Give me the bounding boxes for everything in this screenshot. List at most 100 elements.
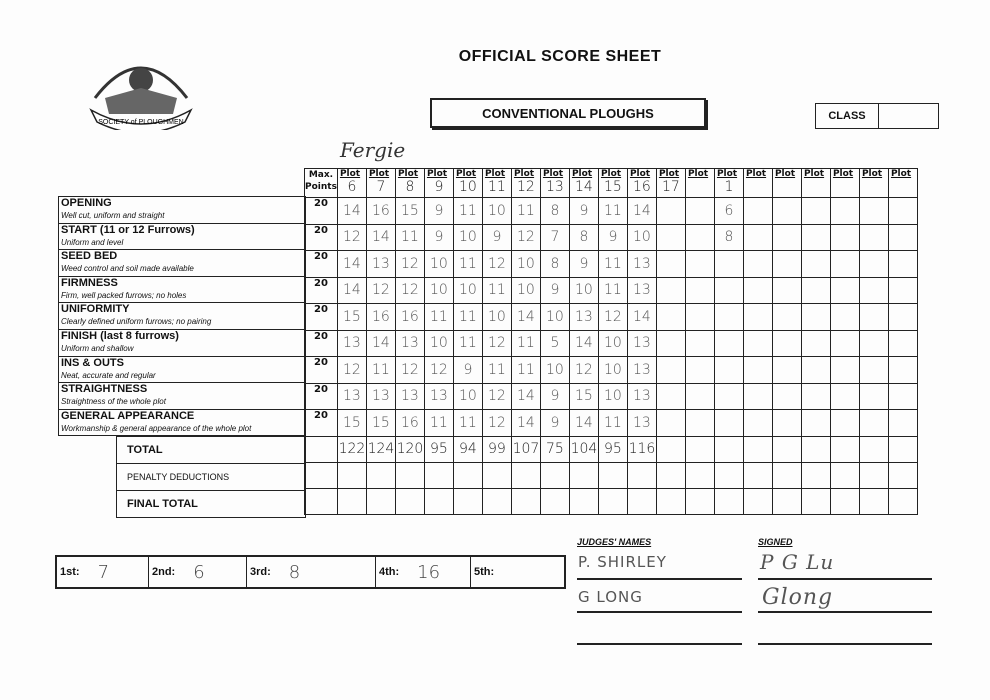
- summary-cell[interactable]: [568, 487, 599, 515]
- score-cell[interactable]: [684, 276, 715, 304]
- summary-cell[interactable]: [858, 487, 889, 515]
- score-cell[interactable]: [713, 329, 744, 357]
- score-cell[interactable]: 11: [423, 303, 454, 331]
- score-cell[interactable]: [858, 223, 889, 251]
- score-cell[interactable]: 11: [423, 409, 454, 437]
- summary-cell[interactable]: [684, 461, 715, 489]
- score-cell[interactable]: [684, 382, 715, 410]
- score-cell[interactable]: 8: [539, 250, 570, 278]
- place-value[interactable]: 8: [288, 561, 301, 583]
- summary-cell[interactable]: [423, 487, 454, 515]
- score-cell[interactable]: 11: [510, 197, 541, 225]
- score-cell[interactable]: 12: [481, 382, 512, 410]
- score-cell[interactable]: [713, 382, 744, 410]
- summary-cell[interactable]: 104: [568, 435, 599, 463]
- score-cell[interactable]: [800, 197, 831, 225]
- score-cell[interactable]: 11: [481, 276, 512, 304]
- summary-cell[interactable]: [394, 461, 425, 489]
- place-value[interactable]: 6: [193, 561, 205, 583]
- summary-cell[interactable]: [800, 461, 831, 489]
- score-cell[interactable]: 15: [568, 382, 599, 410]
- place-4[interactable]: 4th: 16: [376, 557, 471, 587]
- summary-cell[interactable]: [626, 461, 657, 489]
- score-cell[interactable]: 15: [336, 409, 367, 437]
- summary-cell[interactable]: [452, 461, 483, 489]
- score-cell[interactable]: 9: [568, 250, 599, 278]
- score-cell[interactable]: 9: [481, 223, 512, 251]
- summary-cell[interactable]: [713, 461, 744, 489]
- score-cell[interactable]: [742, 382, 773, 410]
- score-cell[interactable]: [800, 223, 831, 251]
- score-cell[interactable]: 11: [452, 329, 483, 357]
- score-cell[interactable]: [684, 329, 715, 357]
- score-cell[interactable]: [858, 382, 889, 410]
- score-cell[interactable]: 10: [452, 382, 483, 410]
- summary-cell[interactable]: [858, 435, 889, 463]
- score-cell[interactable]: 10: [510, 250, 541, 278]
- score-cell[interactable]: 15: [365, 409, 396, 437]
- score-cell[interactable]: 10: [452, 276, 483, 304]
- score-cell[interactable]: [858, 197, 889, 225]
- judge-name-2[interactable]: G LONG: [578, 588, 643, 606]
- score-cell[interactable]: [771, 250, 802, 278]
- score-cell[interactable]: 13: [365, 382, 396, 410]
- summary-cell[interactable]: [887, 461, 918, 489]
- score-cell[interactable]: [800, 303, 831, 331]
- score-cell[interactable]: 9: [452, 356, 483, 384]
- score-cell[interactable]: 13: [626, 409, 657, 437]
- score-cell[interactable]: [684, 223, 715, 251]
- score-cell[interactable]: 10: [481, 197, 512, 225]
- score-cell[interactable]: [713, 250, 744, 278]
- judge-name-1[interactable]: P. SHIRLEY: [578, 553, 667, 571]
- summary-cell[interactable]: [742, 435, 773, 463]
- score-cell[interactable]: [771, 409, 802, 437]
- summary-cell[interactable]: [510, 461, 541, 489]
- score-cell[interactable]: [742, 250, 773, 278]
- score-cell[interactable]: [771, 329, 802, 357]
- summary-cell[interactable]: [336, 461, 367, 489]
- score-cell[interactable]: 12: [365, 276, 396, 304]
- score-cell[interactable]: [771, 382, 802, 410]
- summary-cell[interactable]: [684, 435, 715, 463]
- score-cell[interactable]: [829, 197, 860, 225]
- score-cell[interactable]: 13: [394, 382, 425, 410]
- score-cell[interactable]: [655, 382, 686, 410]
- score-cell[interactable]: 12: [510, 223, 541, 251]
- score-cell[interactable]: 11: [597, 409, 628, 437]
- score-cell[interactable]: 13: [626, 329, 657, 357]
- summary-cell[interactable]: 94: [452, 435, 483, 463]
- score-cell[interactable]: 9: [423, 197, 454, 225]
- judge-signature-1[interactable]: P G Lu: [760, 550, 835, 574]
- score-cell[interactable]: 6: [713, 197, 744, 225]
- score-cell[interactable]: [858, 250, 889, 278]
- score-cell[interactable]: 10: [452, 223, 483, 251]
- score-cell[interactable]: [742, 409, 773, 437]
- score-cell[interactable]: 10: [423, 329, 454, 357]
- summary-cell[interactable]: 116: [626, 435, 657, 463]
- score-cell[interactable]: [800, 276, 831, 304]
- score-cell[interactable]: [858, 329, 889, 357]
- score-cell[interactable]: [742, 329, 773, 357]
- score-cell[interactable]: 11: [510, 356, 541, 384]
- summary-cell[interactable]: [887, 487, 918, 515]
- score-cell[interactable]: 12: [597, 303, 628, 331]
- score-cell[interactable]: 11: [452, 250, 483, 278]
- score-cell[interactable]: [655, 329, 686, 357]
- summary-cell[interactable]: [742, 461, 773, 489]
- summary-cell[interactable]: [452, 487, 483, 515]
- score-cell[interactable]: 10: [597, 382, 628, 410]
- score-cell[interactable]: [800, 382, 831, 410]
- score-cell[interactable]: 13: [568, 303, 599, 331]
- summary-cell[interactable]: [423, 461, 454, 489]
- summary-cell[interactable]: [626, 487, 657, 515]
- score-cell[interactable]: [829, 303, 860, 331]
- score-cell[interactable]: [800, 250, 831, 278]
- score-cell[interactable]: 9: [539, 382, 570, 410]
- score-cell[interactable]: 12: [394, 356, 425, 384]
- place-5[interactable]: 5th:: [471, 557, 564, 587]
- score-cell[interactable]: 14: [510, 409, 541, 437]
- summary-cell[interactable]: [771, 487, 802, 515]
- place-value[interactable]: 16: [417, 561, 441, 583]
- score-cell[interactable]: 13: [626, 250, 657, 278]
- score-cell[interactable]: [829, 356, 860, 384]
